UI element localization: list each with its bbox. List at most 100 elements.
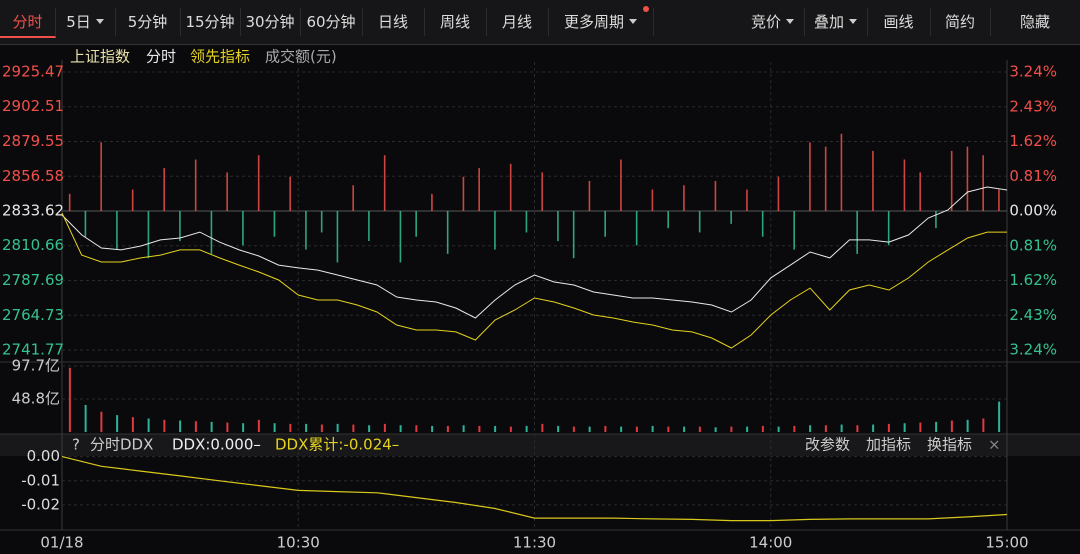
- volume-bar: [793, 425, 796, 432]
- bar: [305, 211, 307, 250]
- ddx-help[interactable]: ?: [72, 436, 80, 454]
- toolbar-tab[interactable]: 竞价: [741, 8, 805, 36]
- ddx-button[interactable]: 改参数: [805, 436, 850, 454]
- bar: [667, 211, 669, 229]
- toolbar: 分时 5日 5分钟 15分钟 30分钟 60分钟 日线 周线 月线 更多周期 竞价 叠加 画线 简约 隐藏: [0, 0, 1080, 45]
- ddx-name: 分时DDX: [90, 436, 153, 454]
- bar: [557, 211, 559, 242]
- y2-tick-label: 0.81%: [1009, 167, 1057, 185]
- toolbar-tab[interactable]: 5分钟: [115, 8, 181, 36]
- bar: [903, 159, 906, 211]
- bar: [84, 211, 87, 237]
- bar: [746, 189, 748, 211]
- toolbar-tab[interactable]: 周线: [424, 8, 487, 36]
- x-tick-label: 10:30: [277, 534, 320, 552]
- toolbar-tab[interactable]: 叠加: [804, 8, 868, 36]
- y-tick-label: -0.02: [21, 495, 60, 513]
- volume-bar: [84, 404, 87, 432]
- ddx-close[interactable]: ×: [988, 436, 1001, 454]
- y-tick-label: 2787.69: [2, 271, 64, 289]
- volume-bar: [352, 424, 355, 432]
- volume-bar: [903, 423, 906, 432]
- toolbar-tab[interactable]: 简约: [930, 8, 991, 36]
- bar: [194, 159, 197, 211]
- bar: [399, 211, 402, 263]
- bar: [777, 176, 780, 211]
- volume-bar: [604, 425, 607, 432]
- bar: [572, 211, 575, 259]
- y-tick-label: 2833.62: [2, 202, 64, 220]
- volume-bar: [730, 426, 733, 432]
- bar: [163, 168, 165, 211]
- y-tick-label: 2856.58: [2, 167, 64, 185]
- volume-bar: [210, 421, 213, 432]
- bar: [494, 211, 496, 250]
- bar: [966, 146, 969, 211]
- y2-tick-label: 3.24%: [1009, 341, 1057, 359]
- toolbar-tab[interactable]: 更多周期: [548, 8, 654, 36]
- toolbar-tab[interactable]: 分时: [0, 8, 56, 38]
- bar: [320, 211, 323, 233]
- volume-bar: [462, 425, 465, 432]
- bar: [620, 159, 622, 211]
- toolbar-tab[interactable]: 隐藏: [990, 8, 1080, 36]
- bar: [100, 142, 102, 211]
- y2-tick-label: 0.00%: [1009, 202, 1057, 220]
- y-tick-label: 2902.51: [2, 97, 64, 115]
- bar: [919, 172, 921, 211]
- bar: [793, 211, 795, 250]
- toolbar-tab[interactable]: 5日: [55, 8, 116, 36]
- volume-bar: [683, 426, 686, 432]
- volume-bar: [840, 424, 843, 432]
- ddx-value: DDX:0.000–: [172, 436, 261, 454]
- toolbar-tab[interactable]: 日线: [362, 8, 425, 36]
- volume-bar: [100, 411, 103, 432]
- volume-bar: [651, 425, 654, 432]
- volume-bar: [620, 426, 623, 432]
- ddx-button[interactable]: 加指标: [866, 436, 911, 454]
- bar: [982, 155, 984, 211]
- bar: [368, 211, 370, 242]
- volume-bar: [982, 418, 985, 432]
- toolbar-tab[interactable]: 画线: [867, 8, 931, 36]
- bar: [840, 133, 843, 211]
- volume-bar: [368, 425, 371, 432]
- bar: [509, 163, 512, 211]
- y-tick-label: 2810.66: [2, 236, 64, 254]
- ddx-sum: DDX累计:-0.024–: [275, 436, 399, 454]
- volume-bar: [68, 367, 71, 432]
- volume-bar: [509, 426, 512, 432]
- volume-bar: [777, 426, 780, 432]
- volume-bar: [289, 423, 292, 432]
- bar: [604, 211, 606, 237]
- bar: [179, 211, 181, 242]
- bar: [116, 211, 118, 250]
- toolbar-tab[interactable]: 30分钟: [240, 8, 301, 36]
- volume-bar: [856, 425, 859, 432]
- bar: [635, 211, 638, 246]
- bar: [273, 211, 276, 237]
- volume-bar: [147, 418, 150, 432]
- volume-bar: [431, 425, 434, 432]
- bar: [210, 211, 213, 254]
- volume-bar: [872, 424, 875, 432]
- toolbar-tab[interactable]: 60分钟: [300, 8, 363, 36]
- volume-bar: [714, 427, 717, 432]
- volume-bar: [809, 425, 812, 432]
- volume-bar: [698, 426, 701, 432]
- bar: [651, 189, 654, 211]
- legend-item: 分时: [146, 48, 176, 66]
- volume-bar: [242, 423, 245, 432]
- toolbar-tab[interactable]: 15分钟: [180, 8, 241, 36]
- ddx-button[interactable]: 换指标: [927, 436, 972, 454]
- volume-bar: [667, 426, 670, 432]
- toolbar-tab[interactable]: 月线: [486, 8, 549, 36]
- bar: [431, 193, 433, 211]
- volume-bar: [557, 425, 560, 432]
- y-tick-label: -0.01: [21, 471, 60, 489]
- volume-bar: [635, 426, 638, 432]
- volume-bar: [887, 423, 890, 432]
- bar: [950, 150, 953, 211]
- volume-bar: [399, 425, 402, 432]
